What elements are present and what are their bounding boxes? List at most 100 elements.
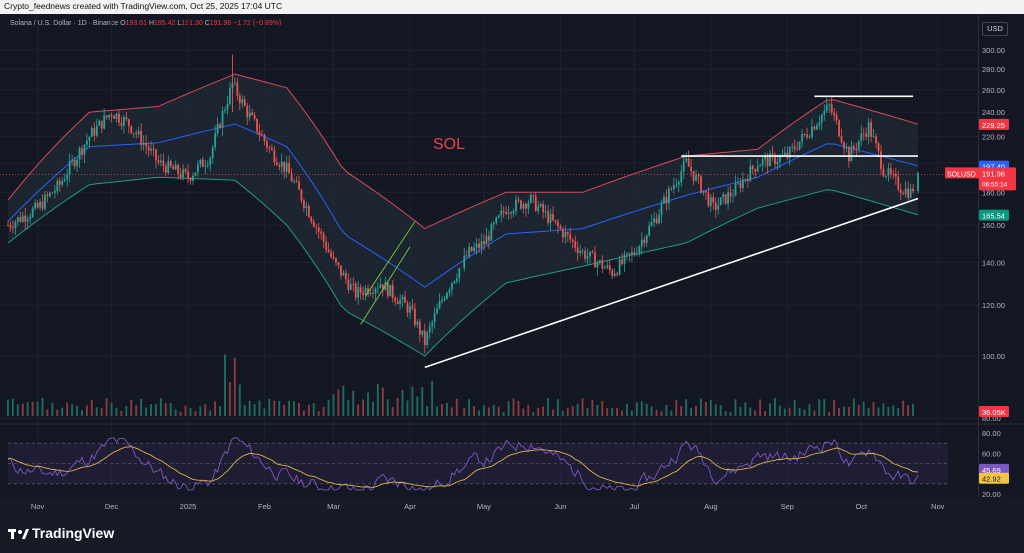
volume-bar bbox=[833, 399, 836, 416]
symbol-name: Solana / U.S. Dollar · 1D · Binance bbox=[10, 20, 119, 27]
volume-bar bbox=[852, 398, 855, 416]
volume-bar bbox=[611, 408, 614, 416]
candle-body bbox=[643, 239, 646, 243]
candle-body bbox=[135, 132, 138, 135]
candle-body bbox=[404, 296, 406, 303]
candle-body bbox=[623, 254, 626, 264]
candle-body bbox=[241, 99, 244, 104]
candle-body bbox=[285, 163, 288, 172]
volume-bar bbox=[85, 405, 88, 416]
candle-body bbox=[275, 162, 278, 166]
candle-body bbox=[574, 241, 577, 248]
volume-bar bbox=[445, 402, 448, 416]
candle-body bbox=[475, 243, 478, 248]
candle-body bbox=[695, 174, 697, 181]
volume-bar bbox=[209, 410, 212, 416]
candle-body bbox=[601, 260, 604, 269]
candle-body bbox=[663, 196, 665, 204]
volume-bar bbox=[61, 407, 64, 416]
candle-body bbox=[81, 148, 83, 155]
price-chart[interactable]: 80.00100.00120.00140.00160.00180.00200.0… bbox=[0, 0, 1024, 512]
caption-text: Crypto_feednews created with TradingView… bbox=[4, 1, 283, 11]
countdown-text: 06:55:14 bbox=[982, 181, 1008, 188]
candle-body bbox=[248, 112, 251, 118]
price-tick-label: 180.00 bbox=[982, 188, 1005, 197]
candle-body bbox=[894, 174, 897, 177]
candle-body bbox=[912, 188, 914, 192]
candle-body bbox=[539, 204, 542, 207]
candle-body bbox=[532, 194, 535, 197]
candle-body bbox=[58, 180, 61, 185]
volume-bar bbox=[11, 398, 14, 416]
volume-bar bbox=[391, 406, 394, 416]
candle-body bbox=[332, 256, 335, 259]
volume-bar bbox=[596, 404, 599, 416]
candle-body bbox=[603, 267, 606, 269]
change-value: −1.72 (−0.89%) bbox=[233, 20, 282, 27]
price-axis[interactable] bbox=[978, 14, 1024, 498]
volume-bar bbox=[130, 399, 133, 416]
channel-upper-line bbox=[365, 221, 416, 297]
volume-bar bbox=[293, 401, 295, 416]
volume-bar bbox=[729, 411, 732, 416]
tradingview-logo: TradingView bbox=[32, 525, 115, 541]
candle-body bbox=[670, 188, 673, 190]
volume-bar bbox=[80, 410, 83, 416]
candle-body bbox=[451, 283, 453, 290]
candle-body bbox=[455, 278, 458, 282]
volume-bar bbox=[31, 402, 34, 416]
candle-body bbox=[717, 205, 720, 210]
candle-body bbox=[771, 153, 774, 155]
candle-body bbox=[742, 179, 744, 189]
candle-body bbox=[224, 109, 226, 111]
rsi-tick-label: 20.00 bbox=[982, 490, 1001, 499]
volume-bar bbox=[332, 394, 335, 416]
candle-body bbox=[675, 184, 678, 186]
candle-body bbox=[865, 133, 868, 137]
candle-body bbox=[917, 173, 919, 192]
candle-body bbox=[120, 122, 123, 126]
candle-body bbox=[611, 270, 614, 277]
volume-bar bbox=[497, 406, 500, 416]
candle-body bbox=[93, 128, 96, 136]
candle-body bbox=[815, 125, 818, 130]
candle-body bbox=[7, 225, 9, 226]
candle-body bbox=[638, 246, 641, 254]
time-tick-label: May bbox=[477, 502, 491, 511]
candle-body bbox=[618, 259, 621, 275]
candle-body bbox=[63, 179, 66, 181]
volume-bar bbox=[887, 406, 890, 416]
candle-body bbox=[78, 148, 81, 160]
volume-bar bbox=[307, 404, 310, 416]
candle-body bbox=[621, 259, 623, 264]
grid-lines bbox=[0, 14, 1024, 490]
candle-body bbox=[39, 201, 41, 208]
candle-body bbox=[850, 146, 853, 162]
volume-bar bbox=[105, 398, 108, 416]
volume-bar bbox=[189, 408, 192, 416]
candle-body bbox=[793, 146, 796, 150]
candle-body bbox=[381, 284, 384, 291]
candle-body bbox=[872, 136, 875, 138]
candle-body bbox=[862, 133, 865, 135]
currency-button[interactable]: USD bbox=[982, 22, 1008, 36]
candle-body bbox=[581, 250, 584, 252]
candle-body bbox=[187, 171, 189, 179]
candle-body bbox=[480, 241, 483, 249]
candle-body bbox=[155, 149, 157, 161]
candle-body bbox=[867, 122, 870, 137]
volume-bar bbox=[367, 392, 369, 416]
volume-bar bbox=[517, 400, 520, 416]
candle-body bbox=[613, 273, 616, 277]
volume-bar bbox=[463, 408, 466, 416]
candle-body bbox=[598, 260, 601, 263]
candle-body bbox=[510, 212, 512, 214]
candle-body bbox=[882, 169, 885, 177]
volume-bar bbox=[46, 409, 49, 416]
candle-body bbox=[189, 178, 192, 181]
caption-bar: Crypto_feednews created with TradingView… bbox=[0, 0, 1024, 14]
candle-body bbox=[744, 179, 747, 180]
volume-bar bbox=[556, 399, 559, 416]
candle-body bbox=[909, 188, 912, 198]
volume-bar bbox=[902, 400, 905, 416]
